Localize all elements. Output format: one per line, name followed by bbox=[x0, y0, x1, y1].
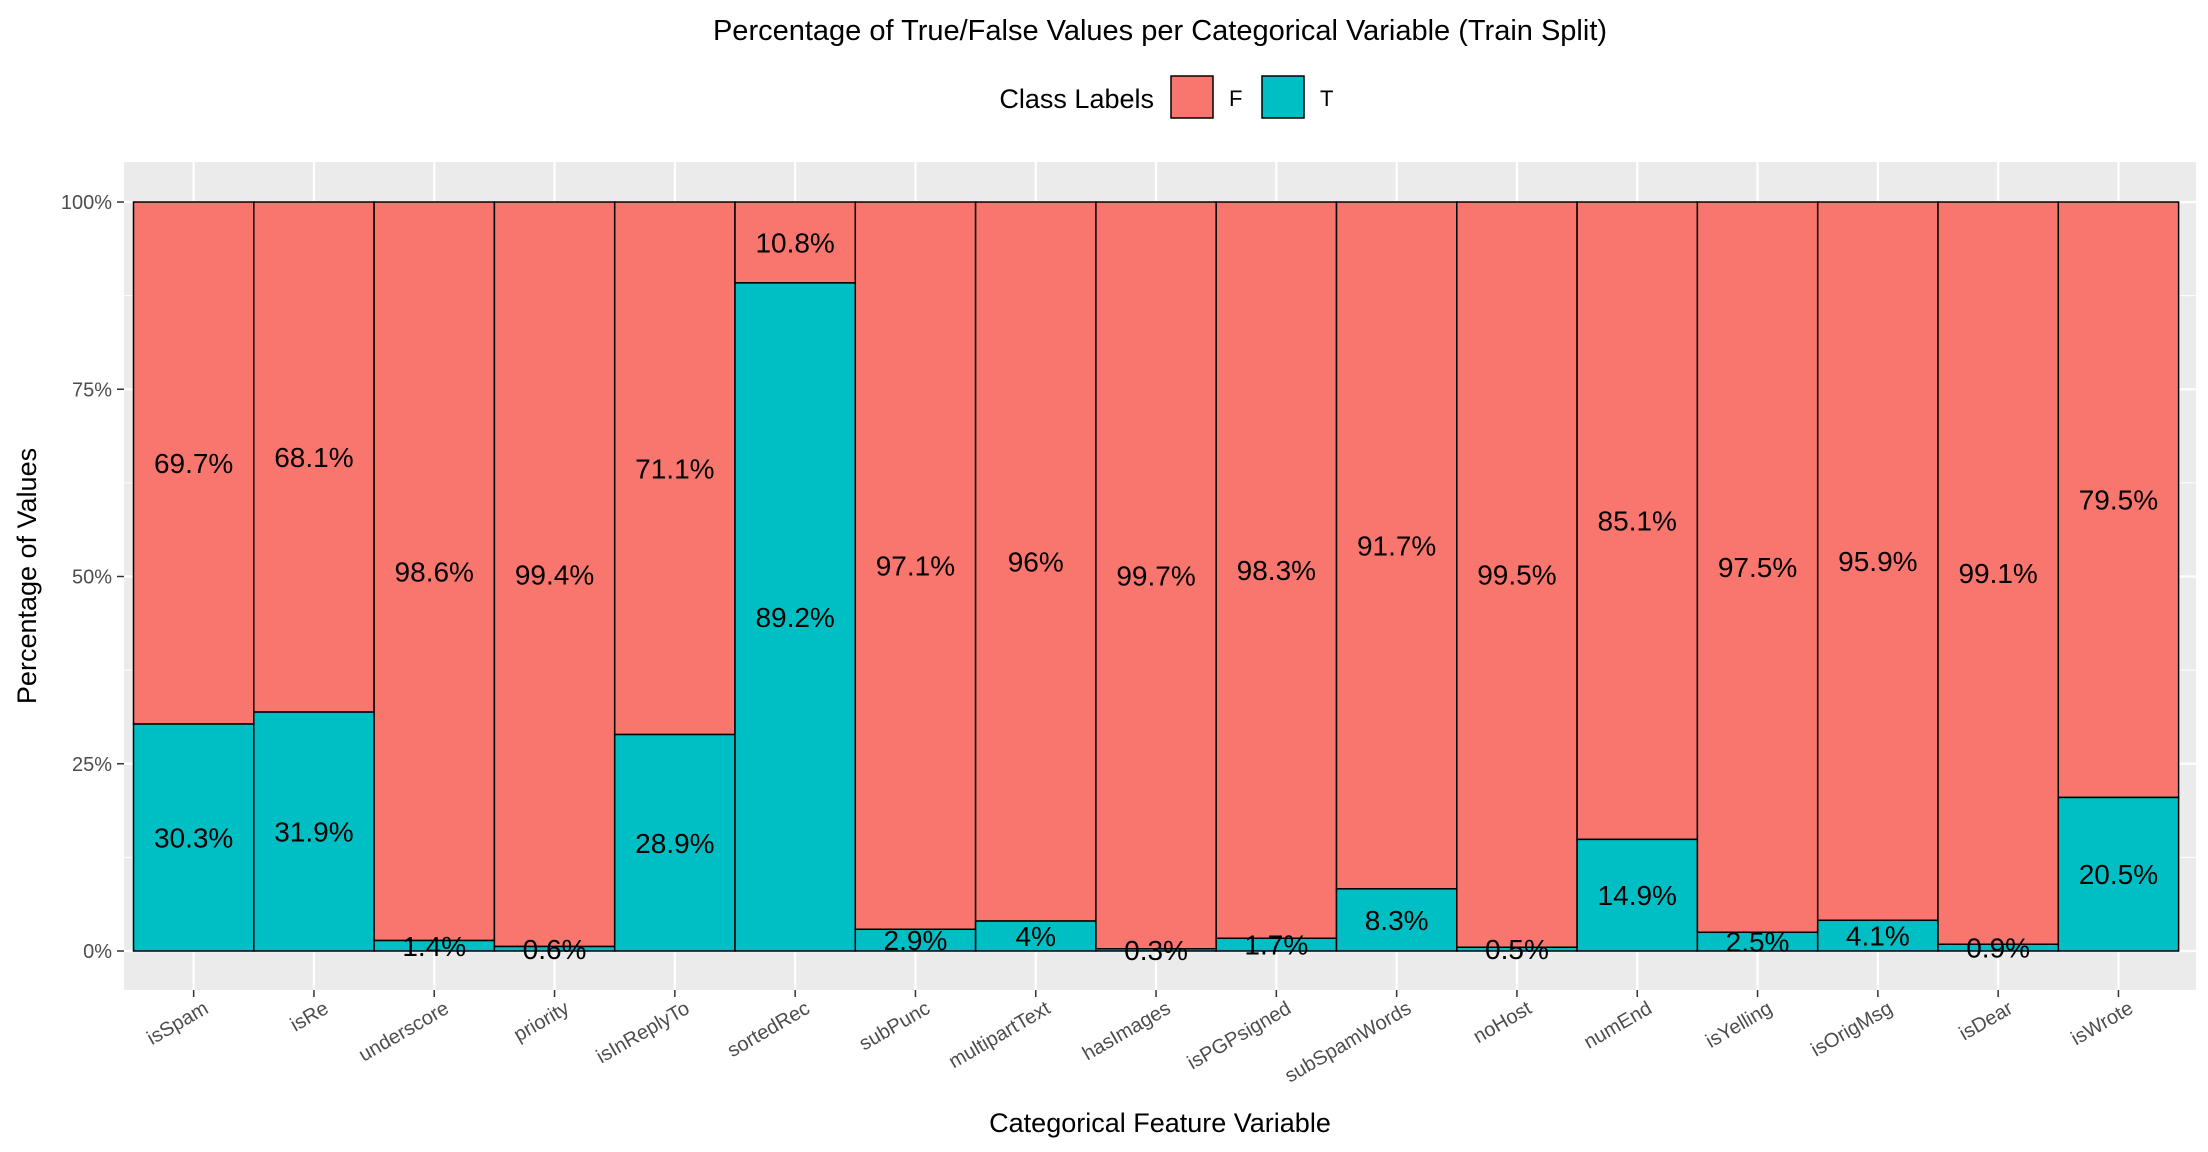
bar-segment-f-multipartText bbox=[974, 201, 1097, 922]
data-label-f: 71.1% bbox=[635, 453, 714, 484]
data-label-t: 2.5% bbox=[1726, 927, 1790, 958]
data-label-t: 14.9% bbox=[1598, 880, 1677, 911]
bar-segment-t-numEnd bbox=[1576, 838, 1699, 952]
legend-title: Class Labels bbox=[999, 84, 1154, 114]
y-tick-label: 50% bbox=[72, 567, 112, 589]
bar-segment-f-sortedRec bbox=[734, 201, 857, 284]
y-axis-title: Percentage of Values bbox=[12, 448, 42, 704]
data-label-f: 95.9% bbox=[1838, 546, 1917, 577]
x-axis-title: Categorical Feature Variable bbox=[989, 1108, 1331, 1138]
x-tick-label: noHost bbox=[1470, 997, 1536, 1048]
x-tick-label: isWrote bbox=[2068, 997, 2137, 1050]
data-label-t: 0.5% bbox=[1485, 934, 1549, 965]
data-label-t: 0.3% bbox=[1124, 935, 1188, 966]
legend: Class Labels F T bbox=[999, 75, 1333, 119]
x-tick-label: isSpam bbox=[143, 997, 212, 1049]
x-tick-label: isPGPsigned bbox=[1184, 997, 1295, 1074]
bar-segment-f-subPunc bbox=[854, 201, 977, 931]
bar-segment-t-isSpam bbox=[132, 723, 255, 952]
y-tick-label: 25% bbox=[72, 754, 112, 776]
bar-segment-t-sortedRec bbox=[734, 282, 857, 952]
bar-segment-t-subSpamWords bbox=[1335, 888, 1458, 952]
data-label-f: 99.7% bbox=[1116, 560, 1195, 591]
data-label-f: 99.5% bbox=[1477, 560, 1556, 591]
bar-segment-f-isOrigMsg bbox=[1816, 201, 1939, 922]
bar-segment-t-isRe bbox=[253, 711, 375, 952]
data-label-t: 28.9% bbox=[635, 828, 714, 859]
x-tick-label: hasImages bbox=[1079, 997, 1175, 1065]
data-label-t: 4% bbox=[1016, 921, 1056, 952]
legend-label-t: T bbox=[1320, 86, 1333, 111]
legend-key-t bbox=[1261, 75, 1305, 119]
data-label-f: 69.7% bbox=[154, 448, 233, 479]
data-label-t: 0.9% bbox=[1966, 933, 2030, 964]
x-tick-label: isDear bbox=[1956, 997, 2017, 1045]
x-tick-label: sortedRec bbox=[724, 997, 814, 1062]
x-tick-label: isOrigMsg bbox=[1807, 997, 1896, 1061]
data-label-f: 99.4% bbox=[515, 559, 594, 590]
bar-segment-t-isInReplyTo bbox=[613, 733, 736, 952]
bar-segment-f-isWrote bbox=[2057, 201, 2180, 799]
data-label-t: 0.6% bbox=[523, 934, 587, 965]
data-label-t: 89.2% bbox=[755, 602, 834, 633]
data-label-t: 8.3% bbox=[1365, 905, 1429, 936]
bar-segment-f-isRe bbox=[253, 201, 375, 713]
data-label-f: 99.1% bbox=[1958, 558, 2037, 589]
bar-segment-f-isInReplyTo bbox=[613, 201, 736, 736]
bar-segment-t-multipartText bbox=[974, 920, 1097, 952]
data-label-t: 30.3% bbox=[154, 823, 233, 854]
x-tick-label: multipartText bbox=[945, 997, 1055, 1073]
data-label-t: 31.9% bbox=[274, 817, 353, 848]
x-tick-label: numEnd bbox=[1580, 997, 1656, 1053]
data-label-f: 97.1% bbox=[876, 551, 955, 582]
x-tick-label: underscore bbox=[355, 997, 453, 1066]
x-tick-label: subPunc bbox=[856, 997, 934, 1055]
x-tick-label: priority bbox=[510, 997, 573, 1046]
y-tick-label: 0% bbox=[83, 941, 112, 963]
bar-segment-f-subSpamWords bbox=[1335, 201, 1458, 890]
legend-label-f: F bbox=[1229, 86, 1242, 111]
bar-segment-f-isSpam bbox=[132, 201, 255, 725]
x-tick-label: isRe bbox=[287, 997, 333, 1036]
y-tick-label: 100% bbox=[61, 192, 112, 214]
bar-segment-f-hasImages bbox=[1095, 201, 1217, 950]
bar-segment-f-priority bbox=[493, 201, 616, 948]
x-tick-label: isYelling bbox=[1702, 997, 1776, 1052]
data-label-f: 79.5% bbox=[2079, 485, 2158, 516]
data-label-t: 20.5% bbox=[2079, 859, 2158, 890]
data-label-f: 96% bbox=[1008, 547, 1064, 578]
chart-title: Percentage of True/False Values per Cate… bbox=[713, 15, 1607, 47]
data-label-t: 1.7% bbox=[1244, 930, 1308, 961]
y-axis: 0% 25% 50% 75% 100% bbox=[61, 192, 124, 963]
data-label-f: 98.6% bbox=[395, 556, 474, 587]
bar-labels: 69.7% 30.3% 68.1% 31.9% 98.6% 1.4% 99.4% 0.6% 71… bbox=[154, 227, 2158, 965]
bar-segment-f-isPGPsigned bbox=[1215, 201, 1338, 940]
data-label-t: 1.4% bbox=[402, 931, 466, 962]
data-label-t: 4.1% bbox=[1846, 921, 1910, 952]
data-label-f: 10.8% bbox=[755, 227, 834, 258]
x-tick-label: isInReplyTo bbox=[593, 997, 694, 1068]
data-label-f: 68.1% bbox=[274, 442, 353, 473]
data-label-f: 98.3% bbox=[1237, 555, 1316, 586]
bars bbox=[132, 201, 2180, 952]
x-tick-label: subSpamWords bbox=[1281, 997, 1415, 1087]
data-label-f: 97.5% bbox=[1718, 552, 1797, 583]
bar-segment-f-noHost bbox=[1456, 201, 1578, 949]
x-axis: isSpam isRe underscore priority isInReplyTo s… bbox=[143, 990, 2137, 1087]
data-label-f: 91.7% bbox=[1357, 530, 1436, 561]
y-tick-label: 75% bbox=[72, 379, 112, 401]
legend-key-f bbox=[1170, 75, 1214, 119]
data-label-t: 2.9% bbox=[884, 925, 948, 956]
bar-segment-t-isWrote bbox=[2057, 796, 2180, 952]
data-label-f: 85.1% bbox=[1598, 506, 1677, 537]
